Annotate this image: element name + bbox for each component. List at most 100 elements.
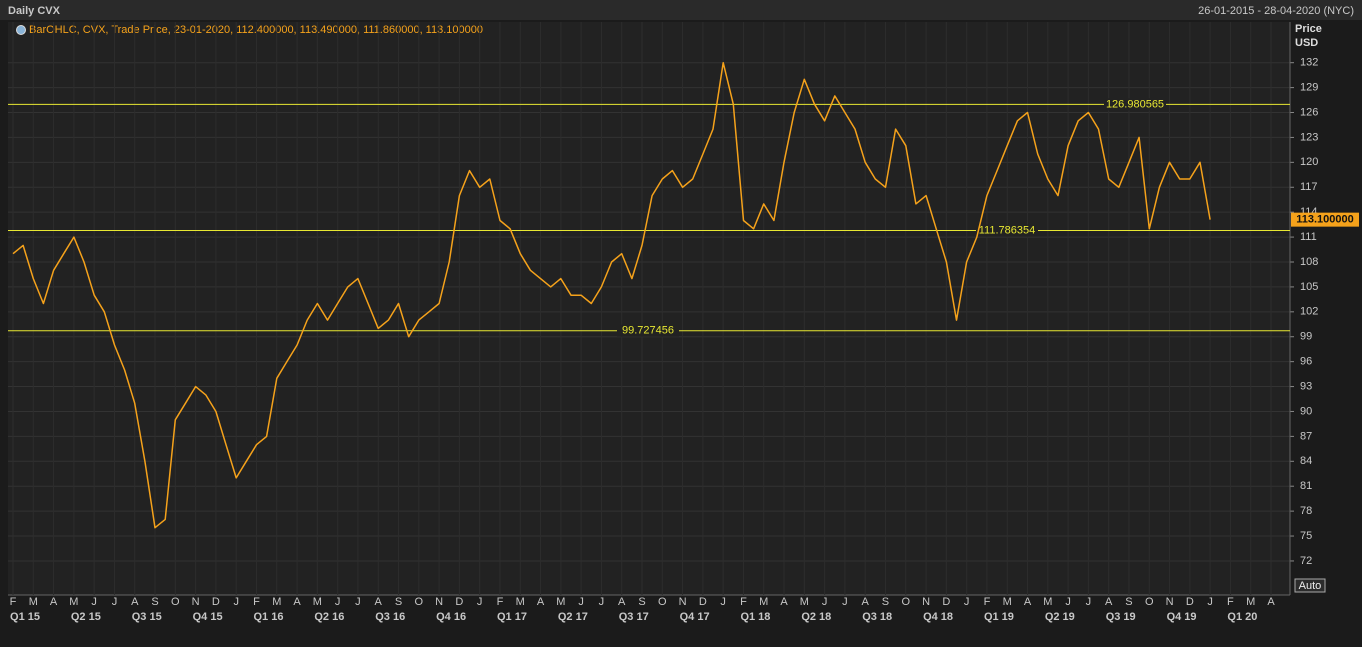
x-tick-label: A	[537, 596, 545, 608]
x-tick-label: A	[1267, 596, 1275, 608]
y-tick-label: 117	[1300, 181, 1318, 193]
x-tick-label: O	[658, 596, 667, 608]
x-tick-label: J	[964, 596, 970, 608]
x-tick-label: J	[599, 596, 605, 608]
quarter-label: Q4 15	[193, 611, 223, 623]
x-tick-label: J	[822, 596, 828, 608]
x-tick-label: M	[759, 596, 768, 608]
x-tick-label: J	[112, 596, 118, 608]
y-tick-label: 84	[1300, 455, 1312, 467]
y-tick-label: 132	[1300, 57, 1318, 69]
x-tick-label: J	[477, 596, 483, 608]
x-tick-label: M	[1246, 596, 1255, 608]
level-label: 99.727456	[622, 325, 674, 337]
x-tick-label: A	[293, 596, 301, 608]
x-tick-label: N	[679, 596, 687, 608]
y-tick-label: 129	[1300, 82, 1318, 94]
quarter-label: Q3 19	[1106, 611, 1136, 623]
x-tick-label: N	[435, 596, 443, 608]
x-tick-label: A	[1024, 596, 1032, 608]
x-tick-label: A	[862, 596, 870, 608]
quarter-label: Q2 18	[801, 611, 831, 623]
x-tick-label: M	[1043, 596, 1052, 608]
x-tick-label: F	[1227, 596, 1234, 608]
last-price-label: 113.100000	[1296, 214, 1354, 226]
quarter-label: Q1 17	[497, 611, 527, 623]
x-tick-label: M	[556, 596, 565, 608]
quarter-label: Q1 18	[740, 611, 770, 623]
x-tick-label: F	[10, 596, 17, 608]
x-tick-label: J	[1207, 596, 1213, 608]
y-tick-label: 99	[1300, 331, 1312, 343]
x-tick-label: A	[375, 596, 383, 608]
x-tick-label: J	[720, 596, 726, 608]
x-tick-label: J	[91, 596, 97, 608]
quarter-label: Q3 15	[132, 611, 162, 623]
y-tick-label: 126	[1300, 106, 1318, 118]
y-tick-label: 75	[1300, 530, 1312, 542]
quarter-label: Q2 15	[71, 611, 101, 623]
y-tick-label: 78	[1300, 505, 1312, 517]
y-axis-unit: USD	[1295, 37, 1318, 49]
x-tick-label: A	[1105, 596, 1113, 608]
x-tick-label: S	[395, 596, 402, 608]
x-tick-label: M	[29, 596, 38, 608]
level-label-bg	[1104, 98, 1166, 111]
legend-icon[interactable]	[16, 25, 26, 35]
x-tick-label: D	[1186, 596, 1194, 608]
x-tick-label: M	[1003, 596, 1012, 608]
quarter-label: Q3 16	[375, 611, 405, 623]
level-label: 126.980565	[1106, 98, 1164, 110]
header-bar	[0, 0, 1362, 20]
quarter-label: Q1 15	[10, 611, 40, 623]
level-label-bg	[976, 224, 1038, 237]
x-tick-label: M	[69, 596, 78, 608]
scale-button-label: Auto	[1299, 580, 1322, 592]
x-tick-label: S	[151, 596, 158, 608]
quarter-label: Q2 16	[314, 611, 344, 623]
level-label: 111.786354	[979, 224, 1035, 236]
x-tick-label: D	[942, 596, 950, 608]
x-tick-label: J	[233, 596, 239, 608]
x-tick-label: J	[1086, 596, 1092, 608]
x-tick-label: F	[740, 596, 747, 608]
quarter-label: Q4 16	[436, 611, 466, 623]
quarter-label: Q1 16	[253, 611, 283, 623]
x-tick-label: J	[355, 596, 361, 608]
x-tick-label: O	[1145, 596, 1154, 608]
quarter-label: Q1 20	[1227, 611, 1257, 623]
y-tick-label: 81	[1300, 480, 1312, 492]
y-tick-label: 111	[1300, 231, 1317, 243]
scale-button[interactable]	[1294, 578, 1326, 593]
y-tick-label: 72	[1300, 555, 1312, 567]
x-tick-label: M	[313, 596, 322, 608]
quarter-label: Q2 17	[558, 611, 588, 623]
y-tick-label: 87	[1300, 430, 1312, 442]
x-tick-label: J	[335, 596, 341, 608]
date-range: 26-01-2015 - 28-04-2020 (NYC)	[1198, 5, 1354, 17]
x-tick-label: O	[415, 596, 424, 608]
last-price-tag	[1291, 212, 1359, 227]
quarter-label: Q2 19	[1045, 611, 1075, 623]
level-label-bg	[617, 324, 679, 337]
chart-title: Daily CVX	[8, 5, 61, 17]
y-tick-label: 123	[1300, 131, 1318, 143]
x-tick-label: S	[638, 596, 645, 608]
x-tick-label: F	[497, 596, 504, 608]
x-tick-label: M	[516, 596, 525, 608]
quarter-label: Q4 19	[1167, 611, 1197, 623]
y-tick-label: 102	[1300, 306, 1318, 318]
x-tick-label: N	[922, 596, 930, 608]
x-tick-label: A	[618, 596, 626, 608]
x-tick-label: S	[882, 596, 889, 608]
x-tick-label: D	[699, 596, 707, 608]
x-tick-label: A	[780, 596, 788, 608]
x-tick-label: A	[131, 596, 139, 608]
quarter-label: Q3 18	[862, 611, 892, 623]
x-tick-label: M	[800, 596, 809, 608]
x-tick-label: A	[50, 596, 58, 608]
x-tick-label: M	[272, 596, 281, 608]
x-tick-label: J	[1065, 596, 1071, 608]
quarter-label: Q1 19	[984, 611, 1014, 623]
